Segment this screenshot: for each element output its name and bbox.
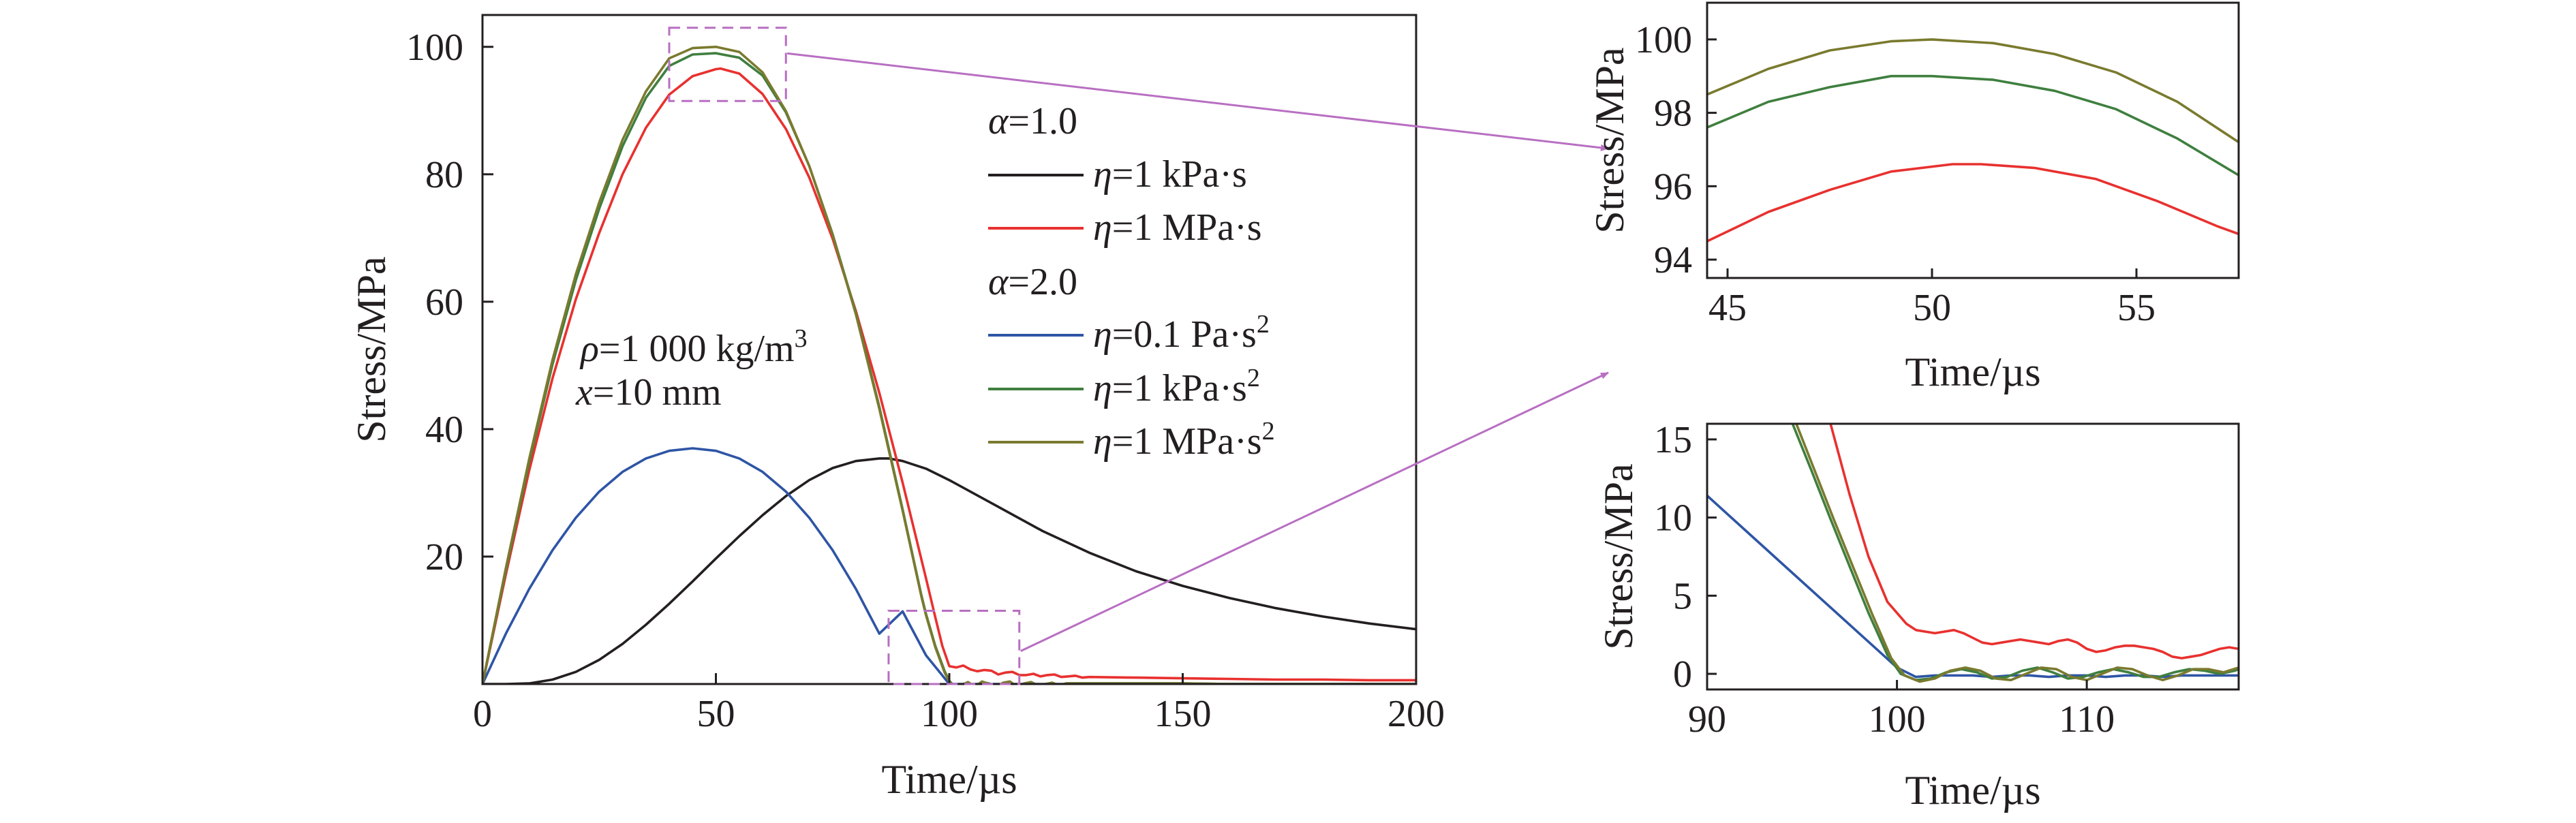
inset-peak-y-tick-label: 96 — [1654, 166, 1692, 208]
main-chart: 0 50 100 150 200 20 40 60 80 100 Stress/MPa Time/… — [349, 14, 1445, 802]
legend-label-eta-1kpa-s: η=1 kPa·s — [1093, 153, 1247, 196]
inset-peak-series-group — [1707, 38, 2239, 243]
main-x-tick-label: 200 — [1387, 693, 1445, 735]
inset-peak-series-eta-1mpa-s — [1707, 163, 2239, 243]
main-series-eta-1kpa-s — [482, 457, 1416, 684]
main-y-tick-label: 100 — [406, 27, 463, 69]
main-x-tick-label: 100 — [921, 693, 978, 735]
main-y-tick-label: 20 — [425, 536, 463, 578]
legend-label-eta-1mpa-s: η=1 MPa·s — [1093, 206, 1262, 249]
legend: α=1.0 η=1 kPa·s η=1 MPa·s α=2.0 η=0.1 Pa… — [988, 100, 1275, 463]
main-series-eta-1mpa-s — [482, 67, 1416, 684]
inset-tail-series-eta-1mpa-s — [1829, 424, 2239, 659]
inset-tail-series-group — [1707, 424, 2239, 683]
legend-label-eta-1kpa-s2: η=1 kPa·s2 — [1093, 364, 1260, 409]
density-annotation: ρ=1 000 kg/m3 — [579, 324, 808, 370]
inset-peak-x-tick-label: 45 — [1708, 287, 1747, 329]
zoom-box-tail — [887, 609, 1021, 685]
distance-annotation: x=10 mm — [575, 371, 722, 414]
callout-arrow-peak — [787, 52, 1609, 151]
main-y-tick-label: 60 — [425, 281, 463, 324]
main-y-tick-label: 40 — [425, 409, 463, 451]
legend-label-eta-1mpa-s2: η=1 MPa·s2 — [1093, 417, 1275, 463]
inset-tail-x-tick-label: 100 — [1869, 698, 1926, 741]
legend-group-alpha2: α=2.0 — [988, 261, 1077, 303]
inset-peak-y-tick-label: 94 — [1654, 239, 1692, 281]
inset-peak-y-axis-title: Stress/MPa — [1587, 47, 1632, 233]
callout-arrow-tail — [1020, 371, 1609, 652]
inset-peak-series-eta-1kpa-s2 — [1707, 74, 2239, 177]
inset-peak-frame — [1706, 1, 2240, 279]
main-x-tick-label: 150 — [1154, 693, 1212, 735]
inset-tail-chart: 90 100 110 0 5 10 15 Stress/MPa Time/µs — [1596, 419, 2240, 813]
inset-peak-ticks: 45 50 55 94 96 98 100 — [1635, 19, 2156, 329]
main-y-tick-label: 80 — [425, 154, 463, 196]
inset-tail-y-tick-label: 15 — [1654, 419, 1692, 461]
inset-peak-chart: 45 50 55 94 96 98 100 Stress/MPa Time/µs — [1587, 1, 2240, 394]
inset-tail-y-tick-label: 10 — [1654, 497, 1692, 540]
inset-tail-x-axis-title: Time/µs — [1905, 768, 2040, 813]
legend-group-alpha1: α=1.0 — [988, 100, 1077, 142]
main-ticks: 0 50 100 150 200 20 40 60 80 100 — [406, 27, 1445, 735]
inset-peak-y-tick-label: 98 — [1654, 93, 1692, 135]
main-x-axis-title: Time/µs — [881, 757, 1017, 802]
legend-label-eta-01pa-s2: η=0.1 Pa·s2 — [1093, 310, 1270, 356]
main-x-tick-label: 50 — [697, 693, 735, 735]
inset-tail-y-axis-title: Stress/MPa — [1596, 463, 1641, 649]
inset-tail-series-eta-1kpa-s2 — [1791, 424, 2239, 682]
main-x-tick-label: 0 — [473, 693, 492, 735]
inset-tail-ticks: 90 100 110 0 5 10 15 — [1654, 419, 2115, 741]
inset-peak-y-tick-label: 100 — [1635, 19, 1692, 61]
inset-peak-series-eta-1mpa-s2 — [1707, 38, 2239, 144]
main-y-axis-title: Stress/MPa — [349, 256, 394, 442]
inset-tail-frame — [1706, 422, 2240, 691]
inset-peak-x-tick-label: 55 — [2117, 287, 2156, 329]
inset-tail-x-tick-label: 110 — [2059, 698, 2115, 741]
inset-tail-y-tick-label: 5 — [1673, 575, 1692, 617]
inset-peak-x-axis-title: Time/µs — [1905, 350, 2040, 394]
inset-tail-series-eta-1mpa-s2 — [1795, 424, 2239, 683]
main-series-eta-01pa-s2 — [482, 447, 1416, 684]
zoom-box-peak — [668, 27, 787, 102]
inset-tail-x-tick-label: 90 — [1688, 698, 1726, 741]
inset-tail-y-tick-label: 0 — [1673, 653, 1692, 696]
inset-peak-x-tick-label: 50 — [1913, 287, 1951, 329]
